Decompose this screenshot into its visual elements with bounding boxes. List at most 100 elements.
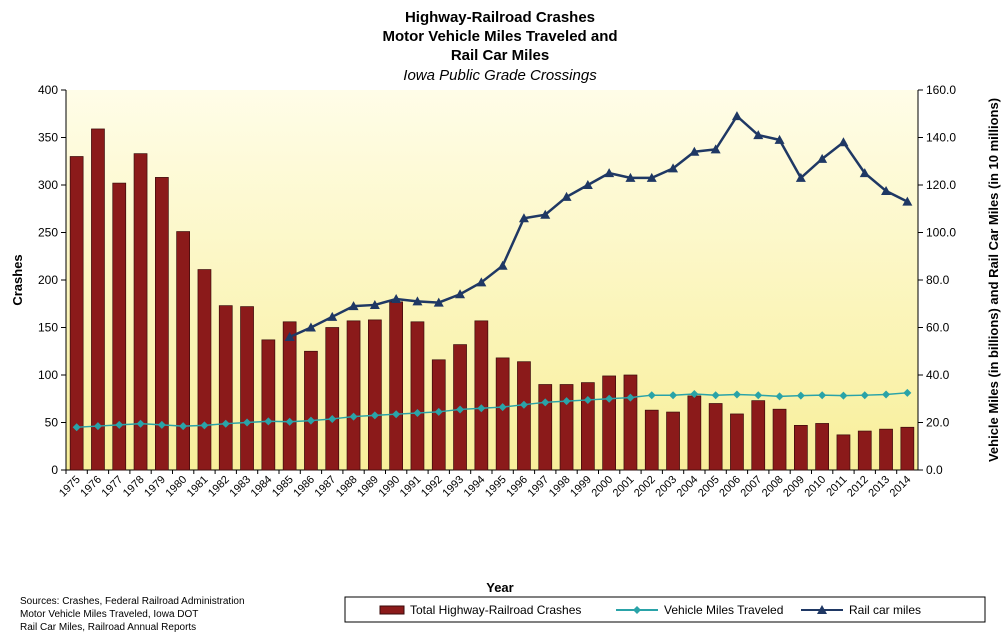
bar [218, 305, 233, 471]
x-tick-label: 2004 [675, 474, 701, 500]
line-marker [179, 422, 188, 431]
bar [389, 301, 403, 471]
bar [495, 357, 510, 471]
line-marker [690, 390, 699, 398]
line-marker [518, 213, 529, 223]
line-marker [348, 301, 359, 311]
legend-marker [817, 605, 827, 614]
bar [240, 306, 254, 471]
y-tick-label: 350 [38, 131, 58, 145]
x-tick-label: 1988 [334, 474, 360, 500]
x-tick-label: 1975 [57, 474, 83, 500]
x-tick-label: 1995 [483, 474, 509, 500]
line-marker [497, 260, 508, 270]
line-marker [668, 163, 679, 173]
x-tick-label: 1987 [313, 474, 339, 500]
line-marker [391, 294, 402, 303]
x-tick-label: 2007 [739, 474, 765, 500]
line-marker [775, 392, 784, 401]
y-tick-label: 200 [38, 273, 58, 287]
y2-tick-label: 140.0 [926, 131, 956, 145]
line-marker [72, 423, 81, 432]
line-marker [455, 289, 466, 299]
y2-tick-label: 120.0 [926, 178, 956, 192]
line-marker [412, 296, 423, 306]
bar [730, 413, 744, 471]
line-marker [370, 411, 379, 420]
line-marker [818, 391, 827, 400]
line-marker [711, 391, 720, 400]
x-tick-label: 2008 [760, 474, 786, 500]
y2-tick-label: 60.0 [926, 321, 950, 335]
x-tick-label: 1999 [568, 474, 594, 500]
x-tick-label: 2006 [717, 474, 743, 500]
bar [751, 400, 766, 471]
line-marker [498, 403, 507, 412]
line-marker [582, 180, 593, 189]
line-marker [264, 417, 273, 426]
line-marker [605, 394, 614, 403]
x-tick-label: 1980 [163, 474, 189, 500]
legend-label: Rail car miles [849, 603, 921, 617]
y-tick-label: 100 [38, 368, 58, 382]
bar [112, 182, 127, 471]
bar [559, 384, 574, 471]
line-marker [795, 172, 806, 182]
x-tick-label: 1997 [526, 474, 552, 500]
bar [368, 319, 382, 471]
line-marker [731, 111, 742, 121]
x-tick-label: 1983 [227, 474, 253, 500]
line-marker [732, 390, 741, 399]
x-tick-label: 1984 [249, 474, 275, 500]
line-marker [710, 144, 721, 154]
line-marker [477, 404, 486, 413]
bar [708, 403, 723, 471]
line [76, 392, 908, 428]
line-marker [221, 419, 230, 428]
chart-title: Highway-Railroad Crashes [405, 9, 595, 26]
chart-title: Rail Car Miles [451, 47, 549, 64]
line-marker [902, 196, 913, 206]
legend [344, 596, 986, 623]
x-tick-label: 1991 [398, 474, 424, 500]
line-marker [604, 168, 615, 178]
y2-tick-label: 160.0 [926, 83, 956, 97]
bar [687, 395, 702, 471]
bar [900, 426, 915, 471]
line-marker [93, 422, 102, 431]
line-marker [305, 322, 316, 332]
bar [793, 425, 808, 471]
line-marker [882, 390, 891, 399]
legend-marker [633, 606, 641, 614]
x-tick-label: 2000 [589, 474, 615, 500]
line-marker [839, 391, 848, 400]
bar [580, 382, 595, 471]
line-marker [328, 414, 337, 423]
line-marker [200, 421, 209, 430]
x-tick-label: 2010 [802, 474, 828, 500]
x-axis-label: Year [486, 580, 513, 595]
line-marker [392, 410, 401, 419]
x-tick-label: 1998 [547, 474, 573, 500]
line-marker [306, 416, 315, 425]
x-tick-label: 1986 [291, 474, 317, 500]
x-tick-label: 2014 [888, 474, 914, 500]
line-marker [476, 277, 487, 287]
line-marker [541, 398, 550, 407]
bar [836, 434, 851, 471]
y2-axis-label: Vehicle Miles (in billions) and Rail Car… [986, 98, 1001, 462]
y-tick-label: 150 [38, 321, 58, 335]
line-marker [115, 420, 124, 429]
line-marker [243, 418, 252, 427]
legend-swatch [379, 605, 405, 615]
line-marker [817, 153, 828, 163]
line-marker [583, 395, 592, 404]
x-tick-label: 2003 [653, 474, 679, 500]
bar [410, 321, 425, 471]
y-tick-label: 250 [38, 226, 58, 240]
y2-tick-label: 80.0 [926, 273, 950, 287]
y2-tick-label: 0.0 [926, 463, 943, 477]
line-marker [859, 168, 870, 178]
line-marker [689, 146, 700, 156]
